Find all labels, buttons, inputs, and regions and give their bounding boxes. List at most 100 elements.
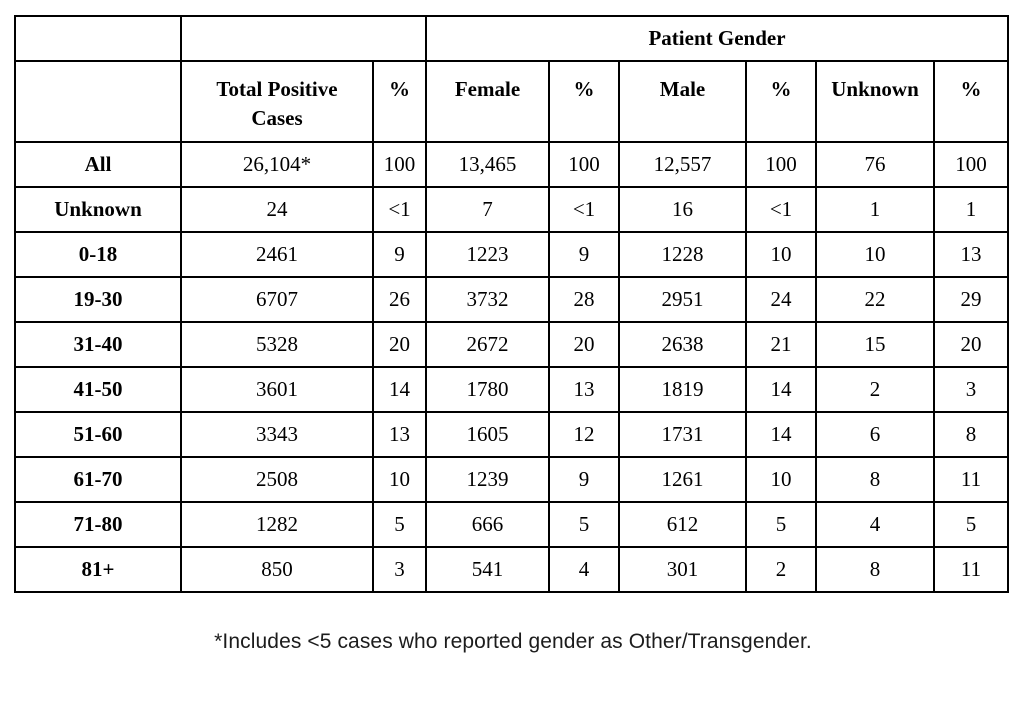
table-cell: 8 bbox=[815, 546, 935, 593]
table-cell: 1282 bbox=[180, 501, 374, 548]
table-cell: 6707 bbox=[180, 276, 374, 323]
table-row-31-40: 31-40 5328 20 2672 20 2638 21 15 20 bbox=[14, 321, 1010, 368]
table-cell: 26 bbox=[372, 276, 427, 323]
table-cell: <1 bbox=[745, 186, 817, 233]
table-cell: 11 bbox=[932, 546, 1010, 593]
table-cell: 5 bbox=[372, 501, 427, 548]
spacer-cell bbox=[180, 15, 427, 62]
table-cell: 1731 bbox=[618, 411, 747, 458]
patient-gender-table: Patient Gender Total Positive Cases % Fe… bbox=[14, 15, 1010, 593]
table-cell: 1228 bbox=[618, 231, 747, 278]
table-cell: 3732 bbox=[425, 276, 550, 323]
table-cell: 1 bbox=[932, 186, 1010, 233]
table-cell: 4 bbox=[815, 501, 935, 548]
col-header-female: Female bbox=[425, 60, 550, 143]
table-cell: 1223 bbox=[425, 231, 550, 278]
row-label: 0-18 bbox=[14, 231, 182, 278]
table-cell: 9 bbox=[372, 231, 427, 278]
table-cell: 10 bbox=[815, 231, 935, 278]
table-cell: 2461 bbox=[180, 231, 374, 278]
table-cell: 3 bbox=[372, 546, 427, 593]
table-cell: <1 bbox=[548, 186, 620, 233]
table-cell: 11 bbox=[932, 456, 1010, 503]
col-header-total-positive-cases: Total Positive Cases bbox=[180, 60, 374, 143]
table-cell: 21 bbox=[745, 321, 817, 368]
table-cell: 3343 bbox=[180, 411, 374, 458]
table-cell: 12,557 bbox=[618, 141, 747, 188]
table-cell: 301 bbox=[618, 546, 747, 593]
table-cell: 1819 bbox=[618, 366, 747, 413]
row-label: Unknown bbox=[14, 186, 182, 233]
column-header-row: Total Positive Cases % Female % Male % U… bbox=[14, 60, 1010, 143]
table-cell: 100 bbox=[548, 141, 620, 188]
table-cell: 2951 bbox=[618, 276, 747, 323]
table-cell: 14 bbox=[745, 411, 817, 458]
table-cell: 10 bbox=[745, 231, 817, 278]
table-row-41-50: 41-50 3601 14 1780 13 1819 14 2 3 bbox=[14, 366, 1010, 413]
footnote: *Includes <5 cases who reported gender a… bbox=[214, 630, 812, 653]
table-cell: 2 bbox=[745, 546, 817, 593]
table-cell: 13 bbox=[372, 411, 427, 458]
table-cell: 14 bbox=[372, 366, 427, 413]
table-cell: 7 bbox=[425, 186, 550, 233]
table-row-51-60: 51-60 3343 13 1605 12 1731 14 6 8 bbox=[14, 411, 1010, 458]
table-cell: 100 bbox=[745, 141, 817, 188]
row-label: 51-60 bbox=[14, 411, 182, 458]
table-row-71-80: 71-80 1282 5 666 5 612 5 4 5 bbox=[14, 501, 1010, 548]
row-label: 19-30 bbox=[14, 276, 182, 323]
table-cell: 2508 bbox=[180, 456, 374, 503]
table-cell: 20 bbox=[372, 321, 427, 368]
table-cell: 612 bbox=[618, 501, 747, 548]
table-cell: 29 bbox=[932, 276, 1010, 323]
table-cell: 5 bbox=[548, 501, 620, 548]
row-label: 71-80 bbox=[14, 501, 182, 548]
row-label: All bbox=[14, 141, 182, 188]
table-cell: 8 bbox=[815, 456, 935, 503]
table-cell: 541 bbox=[425, 546, 550, 593]
table-cell: 100 bbox=[372, 141, 427, 188]
table-cell: 76 bbox=[815, 141, 935, 188]
table-cell: 9 bbox=[548, 456, 620, 503]
col-header-male-pct: % bbox=[745, 60, 817, 143]
group-header-patient-gender: Patient Gender bbox=[424, 15, 1010, 62]
table-cell: 666 bbox=[425, 501, 550, 548]
table-cell: <1 bbox=[372, 186, 427, 233]
row-label: 61-70 bbox=[14, 456, 182, 503]
table-cell: 9 bbox=[548, 231, 620, 278]
table-cell: 16 bbox=[618, 186, 747, 233]
table-cell: 1239 bbox=[425, 456, 550, 503]
table-cell: 13 bbox=[932, 231, 1010, 278]
table-cell: 24 bbox=[180, 186, 374, 233]
table-cell: 6 bbox=[815, 411, 935, 458]
row-label: 31-40 bbox=[14, 321, 182, 368]
table-cell: 3601 bbox=[180, 366, 374, 413]
table-cell: 15 bbox=[815, 321, 935, 368]
table-cell: 10 bbox=[745, 456, 817, 503]
table-cell: 13,465 bbox=[425, 141, 550, 188]
table-cell: 20 bbox=[548, 321, 620, 368]
spacer-cell bbox=[14, 15, 182, 62]
table-row-61-70: 61-70 2508 10 1239 9 1261 10 8 11 bbox=[14, 456, 1010, 503]
spacer-cell bbox=[14, 60, 182, 143]
table-cell: 20 bbox=[932, 321, 1010, 368]
table-row-81plus: 81+ 850 3 541 4 301 2 8 11 bbox=[14, 546, 1010, 593]
table-row-0-18: 0-18 2461 9 1223 9 1228 10 10 13 bbox=[14, 231, 1010, 278]
row-label: 41-50 bbox=[14, 366, 182, 413]
table-cell: 2 bbox=[815, 366, 935, 413]
table-row-19-30: 19-30 6707 26 3732 28 2951 24 22 29 bbox=[14, 276, 1010, 323]
table-cell: 14 bbox=[745, 366, 817, 413]
table-cell: 26,104* bbox=[180, 141, 374, 188]
col-header-male: Male bbox=[618, 60, 747, 143]
table-cell: 2672 bbox=[425, 321, 550, 368]
table-cell: 1 bbox=[815, 186, 935, 233]
table-cell: 1261 bbox=[618, 456, 747, 503]
table-cell: 4 bbox=[548, 546, 620, 593]
table-cell: 100 bbox=[932, 141, 1010, 188]
col-header-female-pct: % bbox=[548, 60, 620, 143]
table-cell: 5 bbox=[932, 501, 1010, 548]
table-row-unknown: Unknown 24 <1 7 <1 16 <1 1 1 bbox=[14, 186, 1010, 233]
table-cell: 1605 bbox=[425, 411, 550, 458]
table-cell: 2638 bbox=[618, 321, 747, 368]
table-cell: 5328 bbox=[180, 321, 374, 368]
group-header-row: Patient Gender bbox=[14, 15, 1010, 62]
